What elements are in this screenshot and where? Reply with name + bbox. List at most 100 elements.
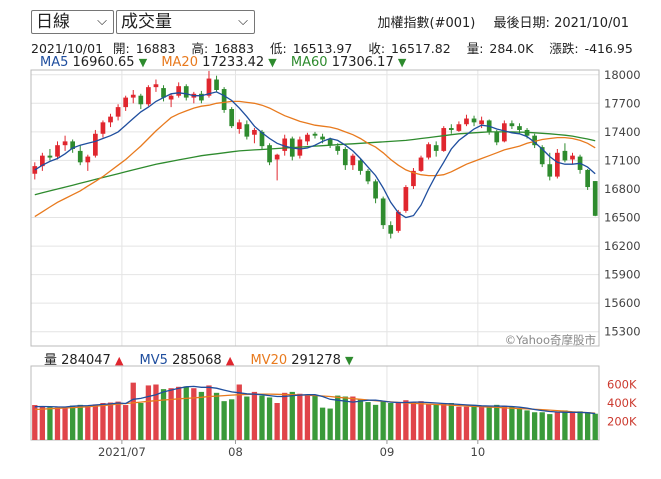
candle-body (494, 131, 500, 143)
ma60-line (34, 131, 596, 196)
low-value: 16513.97 (292, 41, 353, 56)
candle-body (153, 84, 159, 88)
ma-legend: MA5 16960.65 ▼ MA20 17233.42 ▼ MA60 1730… (40, 55, 416, 70)
ma60-label: MA60 (290, 55, 328, 70)
volume-bar (123, 405, 129, 440)
ma20-value: 17233.42 (202, 55, 265, 70)
legend-volume: 量 284047 ▲ (44, 353, 123, 368)
candle-body (40, 155, 45, 167)
volume-bar (115, 401, 121, 440)
volume-bar (168, 388, 174, 440)
volume-bar (183, 386, 189, 440)
candle-body (388, 225, 394, 234)
triangle-up-icon: ▲ (225, 354, 235, 367)
volume-bar (335, 395, 341, 440)
price-panel-frame (30, 69, 600, 347)
volume-bar (372, 404, 379, 440)
price-tick-label: 18000 (604, 68, 641, 82)
volume-bar (138, 403, 144, 440)
volume-bar (39, 406, 46, 440)
low-label: 低: (269, 41, 287, 56)
watermark: ©Yahoo奇摩股市 (505, 333, 596, 347)
candle-body (183, 86, 189, 98)
candle-body (320, 136, 325, 140)
volume-bar (425, 403, 432, 440)
mv5-line (34, 385, 596, 415)
volume-bar (471, 404, 477, 440)
chart-type-select[interactable]: 成交量 ⌵ (116, 10, 255, 34)
candle-body (547, 164, 553, 177)
mv5-value: 285068 (172, 353, 222, 368)
candle-body (100, 122, 106, 134)
triangle-up-icon: ▲ (114, 354, 124, 367)
volume-bar (531, 412, 538, 440)
volume-bar (32, 405, 38, 440)
volume-bar (501, 405, 507, 440)
volume-bar (145, 385, 152, 440)
volume-bar (441, 403, 447, 440)
volume-bar (198, 391, 205, 440)
x-tick-label: 10 (471, 445, 486, 459)
candle-body (441, 128, 447, 151)
price-tick-label: 17400 (604, 125, 641, 139)
candle-body (471, 118, 477, 123)
volume-bar (236, 384, 242, 440)
price-tick-label: 17700 (604, 96, 641, 110)
quote-close: 收: 16517.82 (368, 41, 456, 56)
period-select[interactable]: 日線 ⌵ (31, 10, 114, 34)
volume-bar (266, 397, 273, 440)
volume-bar (494, 404, 500, 440)
price-layer (32, 70, 598, 239)
volume-bar (342, 396, 348, 440)
triangle-down-icon: ▼ (397, 56, 407, 69)
mv5-label: MV5 (139, 353, 168, 368)
price-tick-label: 16200 (604, 239, 641, 253)
candle-body (305, 134, 310, 142)
candle-body (93, 133, 98, 156)
chart-type-select-value: 成交量 (121, 12, 172, 32)
volume-bar (456, 406, 462, 440)
last-date-label: 最後日期: (493, 16, 550, 31)
volume-bar (191, 388, 197, 440)
candle-body (115, 107, 121, 117)
candle-body (327, 139, 333, 146)
mv20-label: MV20 (250, 353, 288, 368)
candle-body (236, 122, 242, 130)
close-value: 16517.82 (391, 41, 451, 56)
volume-bar (319, 407, 326, 440)
volume-bar (569, 412, 576, 440)
triangle-down-icon: ▼ (138, 56, 148, 69)
price-tick-label: 15300 (604, 325, 641, 339)
volume-bar (433, 404, 439, 440)
volume-bar (418, 401, 424, 440)
volume-bar (282, 392, 288, 440)
quote-high: 高: 16883 (192, 41, 260, 56)
chevron-down-icon: ⌵ (238, 14, 248, 29)
candle-body (373, 181, 378, 199)
candle-body (259, 131, 265, 147)
close-label: 收: (368, 41, 386, 56)
quote-change: 漲跌: -416.95 (549, 41, 638, 56)
volume-bar (547, 414, 553, 440)
volume-bar (213, 392, 220, 440)
candle-body (47, 155, 53, 158)
volume-bar (516, 408, 523, 440)
index-name: 加權指數(#001) (377, 16, 476, 31)
candle-body (32, 166, 38, 174)
candle-body (395, 211, 401, 231)
volume-bar (221, 401, 227, 440)
quote-open: 開: 16883 (113, 41, 181, 56)
price-tick-label: 15600 (604, 296, 641, 310)
volume-bar (70, 405, 76, 440)
quote-low: 低: 16513.97 (270, 41, 358, 56)
candle-body (221, 89, 227, 110)
volume-bar (160, 389, 167, 440)
volume-bar (107, 402, 114, 440)
quote-line: 2021/10/01 開: 16883 高: 16883 低: 16513.97 收:… (31, 38, 645, 57)
volume-bar (463, 406, 470, 440)
volume-bar (524, 410, 530, 440)
candle-body (252, 129, 257, 135)
volume-bar (304, 394, 311, 440)
candle-body (456, 124, 462, 131)
